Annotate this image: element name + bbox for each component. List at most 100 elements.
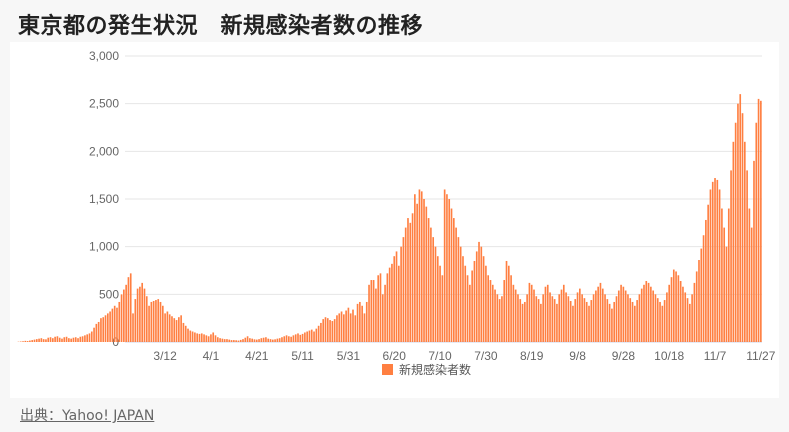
bar[interactable] (537, 299, 540, 342)
bar[interactable] (58, 337, 61, 342)
bar[interactable] (125, 284, 127, 342)
bar[interactable] (290, 336, 292, 342)
bar[interactable] (569, 301, 572, 342)
bar[interactable] (194, 332, 196, 342)
bar[interactable] (430, 227, 432, 342)
bar[interactable] (485, 265, 487, 342)
bar[interactable] (624, 290, 627, 342)
bar[interactable] (265, 337, 267, 342)
bar[interactable] (656, 298, 659, 342)
bar[interactable] (136, 288, 139, 342)
bar[interactable] (730, 170, 732, 342)
bar[interactable] (86, 334, 89, 342)
bar[interactable] (695, 271, 698, 342)
bar[interactable] (714, 178, 716, 342)
bar[interactable] (187, 328, 189, 342)
bar[interactable] (407, 218, 409, 342)
bar[interactable] (88, 333, 91, 342)
bar[interactable] (705, 219, 707, 342)
bar[interactable] (659, 301, 661, 342)
bar[interactable] (216, 337, 219, 342)
bar[interactable] (271, 339, 274, 342)
bar[interactable] (237, 340, 240, 342)
bar[interactable] (22, 341, 24, 342)
bar[interactable] (686, 298, 689, 342)
bar[interactable] (565, 292, 567, 342)
bar[interactable] (157, 299, 160, 342)
bar[interactable] (260, 338, 263, 342)
bar[interactable] (491, 284, 494, 342)
bar[interactable] (333, 319, 336, 342)
bar[interactable] (556, 303, 558, 342)
bar[interactable] (173, 318, 176, 342)
bar[interactable] (120, 294, 123, 342)
bar[interactable] (292, 335, 295, 342)
bar[interactable] (79, 336, 82, 342)
bar[interactable] (748, 208, 751, 342)
bar[interactable] (118, 301, 121, 342)
bar[interactable] (617, 290, 620, 342)
bar[interactable] (420, 191, 423, 342)
bar[interactable] (285, 335, 288, 342)
bar[interactable] (267, 338, 270, 342)
bar[interactable] (718, 189, 721, 342)
bar[interactable] (329, 320, 331, 342)
bar[interactable] (97, 321, 100, 342)
bar[interactable] (310, 329, 313, 342)
bar[interactable] (155, 300, 157, 342)
bar[interactable] (414, 194, 416, 342)
bar[interactable] (100, 318, 102, 342)
bar[interactable] (207, 336, 210, 342)
bar[interactable] (737, 103, 739, 342)
bar[interactable] (269, 339, 272, 342)
bar[interactable] (425, 206, 428, 342)
bar[interactable] (294, 334, 297, 342)
bar[interactable] (455, 227, 457, 342)
bar[interactable] (441, 275, 444, 342)
bar[interactable] (81, 336, 84, 342)
bar[interactable] (166, 311, 169, 342)
bar[interactable] (663, 300, 666, 342)
bar[interactable] (510, 275, 512, 342)
bar[interactable] (684, 292, 687, 342)
bar[interactable] (40, 338, 43, 342)
bar[interactable] (134, 299, 137, 342)
bar[interactable] (306, 331, 308, 342)
bar[interactable] (354, 315, 357, 342)
bar[interactable] (647, 282, 650, 342)
bar[interactable] (139, 286, 141, 342)
bar[interactable] (723, 227, 726, 342)
bar[interactable] (338, 313, 341, 342)
bar[interactable] (443, 189, 446, 342)
bar[interactable] (219, 338, 221, 342)
bar[interactable] (235, 340, 237, 342)
bar[interactable] (317, 325, 320, 342)
bar[interactable] (620, 284, 622, 342)
bar[interactable] (654, 294, 657, 342)
bar[interactable] (145, 296, 148, 342)
bar[interactable] (65, 336, 68, 342)
bar[interactable] (143, 288, 146, 342)
bar[interactable] (572, 305, 574, 342)
bar[interactable] (24, 340, 27, 342)
bar[interactable] (452, 218, 455, 342)
bar[interactable] (38, 338, 40, 342)
bar[interactable] (388, 267, 391, 342)
bar[interactable] (111, 308, 114, 342)
bar[interactable] (212, 332, 215, 342)
bar[interactable] (175, 320, 178, 342)
bar[interactable] (480, 246, 483, 342)
bar[interactable] (608, 303, 611, 342)
bar[interactable] (741, 113, 744, 342)
bar[interactable] (588, 305, 590, 342)
bar[interactable] (308, 330, 311, 342)
bar[interactable] (127, 277, 130, 342)
bar[interactable] (102, 317, 105, 342)
bar[interactable] (288, 336, 290, 342)
bar[interactable] (402, 237, 405, 342)
bar[interactable] (31, 340, 34, 342)
bar[interactable] (436, 256, 439, 342)
bar[interactable] (512, 284, 515, 342)
bar[interactable] (629, 298, 632, 342)
bar[interactable] (519, 299, 522, 342)
